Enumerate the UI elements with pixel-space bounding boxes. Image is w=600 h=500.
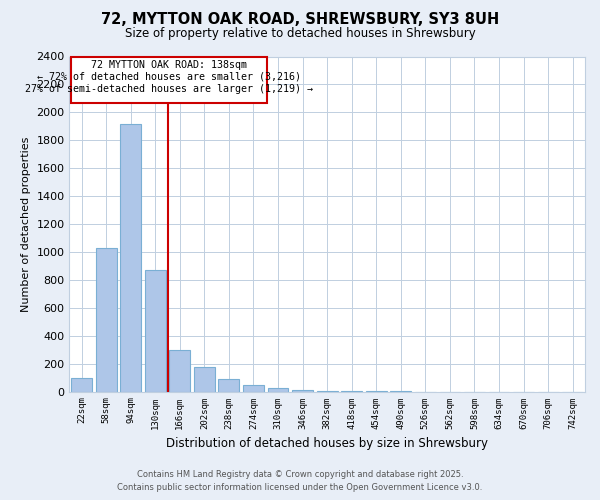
- Bar: [218, 379, 239, 392]
- Bar: [292, 390, 313, 392]
- Bar: [71, 378, 92, 392]
- Bar: [145, 270, 166, 392]
- Bar: [317, 391, 338, 392]
- Text: 27% of semi-detached houses are larger (1,219) →: 27% of semi-detached houses are larger (…: [25, 84, 313, 94]
- Bar: [169, 350, 190, 392]
- Bar: [243, 384, 264, 392]
- FancyBboxPatch shape: [71, 56, 267, 104]
- Bar: [268, 388, 289, 392]
- Text: Contains HM Land Registry data © Crown copyright and database right 2025.
Contai: Contains HM Land Registry data © Crown c…: [118, 470, 482, 492]
- Text: 72, MYTTON OAK ROAD, SHREWSBURY, SY3 8UH: 72, MYTTON OAK ROAD, SHREWSBURY, SY3 8UH: [101, 12, 499, 28]
- Y-axis label: Number of detached properties: Number of detached properties: [20, 136, 31, 312]
- X-axis label: Distribution of detached houses by size in Shrewsbury: Distribution of detached houses by size …: [166, 437, 488, 450]
- Bar: [96, 248, 116, 392]
- Bar: [120, 124, 141, 392]
- Text: ← 72% of detached houses are smaller (3,216): ← 72% of detached houses are smaller (3,…: [37, 72, 301, 82]
- Bar: [194, 367, 215, 392]
- Text: Size of property relative to detached houses in Shrewsbury: Size of property relative to detached ho…: [125, 28, 475, 40]
- Text: 72 MYTTON OAK ROAD: 138sqm: 72 MYTTON OAK ROAD: 138sqm: [91, 60, 247, 70]
